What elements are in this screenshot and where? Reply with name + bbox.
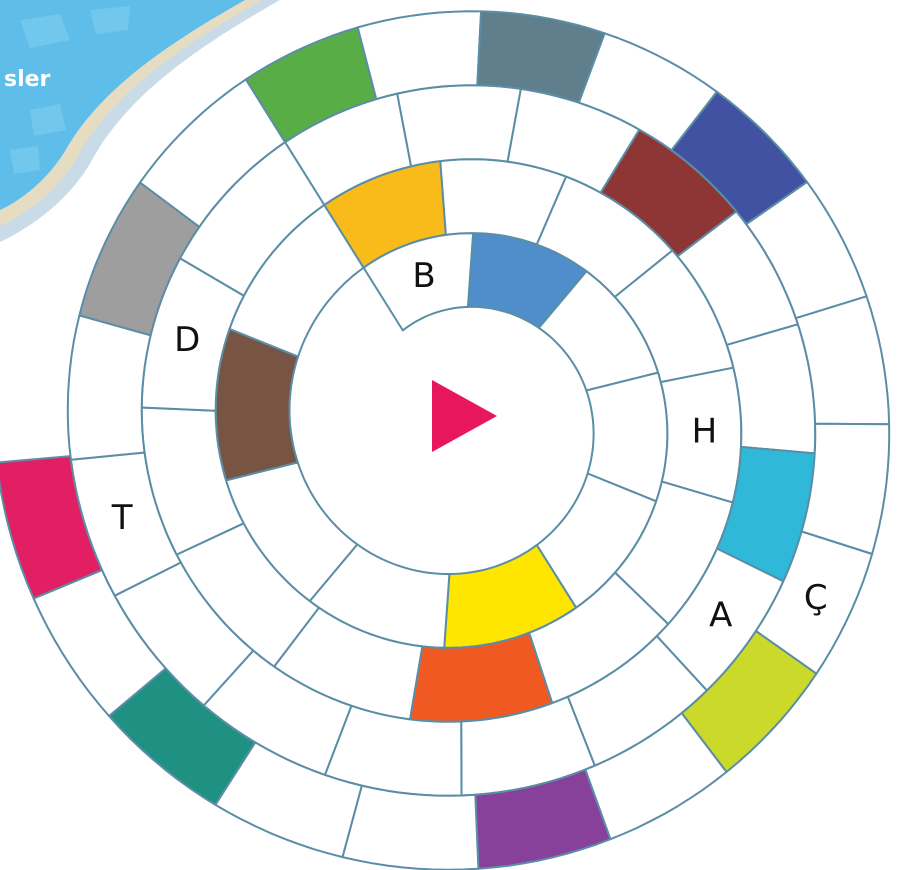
board-cell: [397, 85, 521, 166]
cell-letter: B: [412, 256, 435, 296]
cell-letter: D: [174, 320, 200, 360]
game-board: sler B D H T A Ç: [0, 0, 897, 870]
cell-letter: H: [692, 412, 718, 452]
cell-letter: Ç: [804, 578, 828, 618]
board-cell: [358, 11, 481, 99]
cell-letter: A: [709, 596, 732, 636]
cell-letter: T: [111, 498, 133, 538]
tab-label: sler: [4, 67, 51, 92]
page: {"header": {"label": "sler"}, "board": {…: [0, 0, 897, 870]
board-cell: [68, 315, 151, 459]
play-button[interactable]: [432, 380, 497, 452]
board-cell: [802, 424, 890, 554]
board-cell: [343, 786, 479, 870]
